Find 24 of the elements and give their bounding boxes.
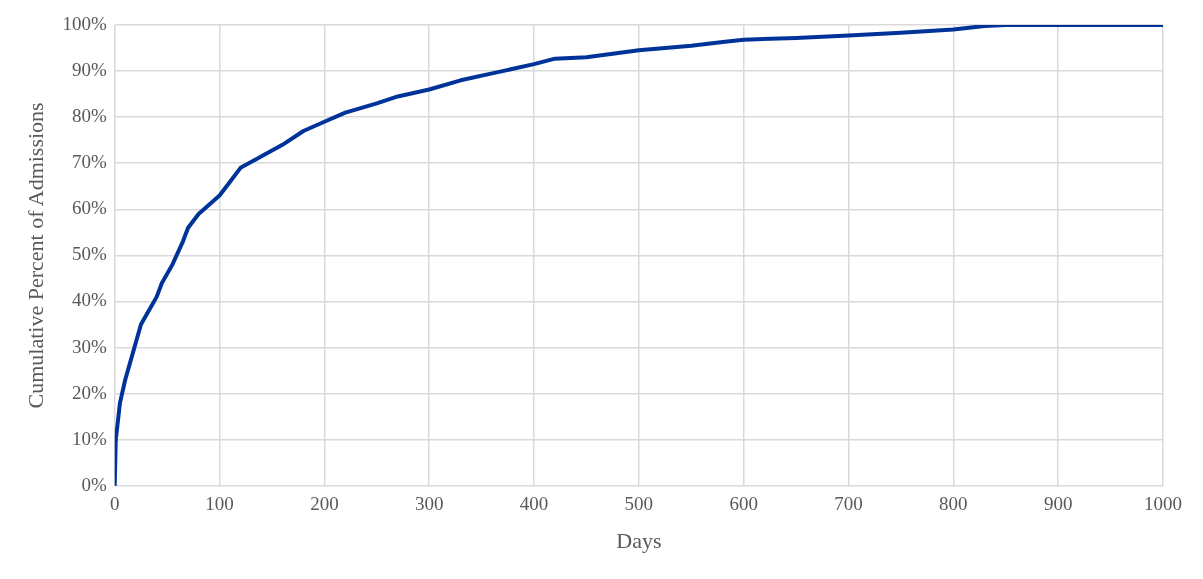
y-tick-label: 60% — [71, 197, 107, 219]
y-tick-label: 10% — [71, 427, 107, 449]
x-tick-label: 800 — [939, 493, 968, 515]
x-tick-label: 300 — [414, 493, 444, 515]
y-axis-title: Cumulative Percent of Admissions — [22, 102, 48, 409]
x-tick-label: 100 — [205, 493, 234, 515]
x-tick-label: 700 — [834, 493, 863, 515]
y-tick-label: 40% — [71, 289, 107, 311]
x-tick-label: 1000 — [1144, 493, 1182, 515]
x-tick-label: 900 — [1043, 493, 1073, 515]
x-tick-label: 600 — [729, 493, 758, 515]
y-tick-label: 0% — [81, 473, 107, 495]
x-tick-label: 200 — [310, 493, 339, 515]
x-tick-label: 400 — [519, 493, 549, 515]
y-tick-label: 100% — [62, 12, 107, 34]
x-axis-title: Days — [616, 527, 662, 553]
y-tick-label: 50% — [71, 243, 107, 265]
x-tick-label: 0 — [109, 493, 120, 515]
y-tick-label: 90% — [71, 59, 107, 81]
x-tick-label: 500 — [624, 493, 654, 515]
y-tick-label: 20% — [71, 381, 107, 403]
y-tick-label: 30% — [71, 335, 107, 357]
y-tick-label: 80% — [71, 105, 107, 127]
y-tick-label: 70% — [71, 151, 107, 173]
